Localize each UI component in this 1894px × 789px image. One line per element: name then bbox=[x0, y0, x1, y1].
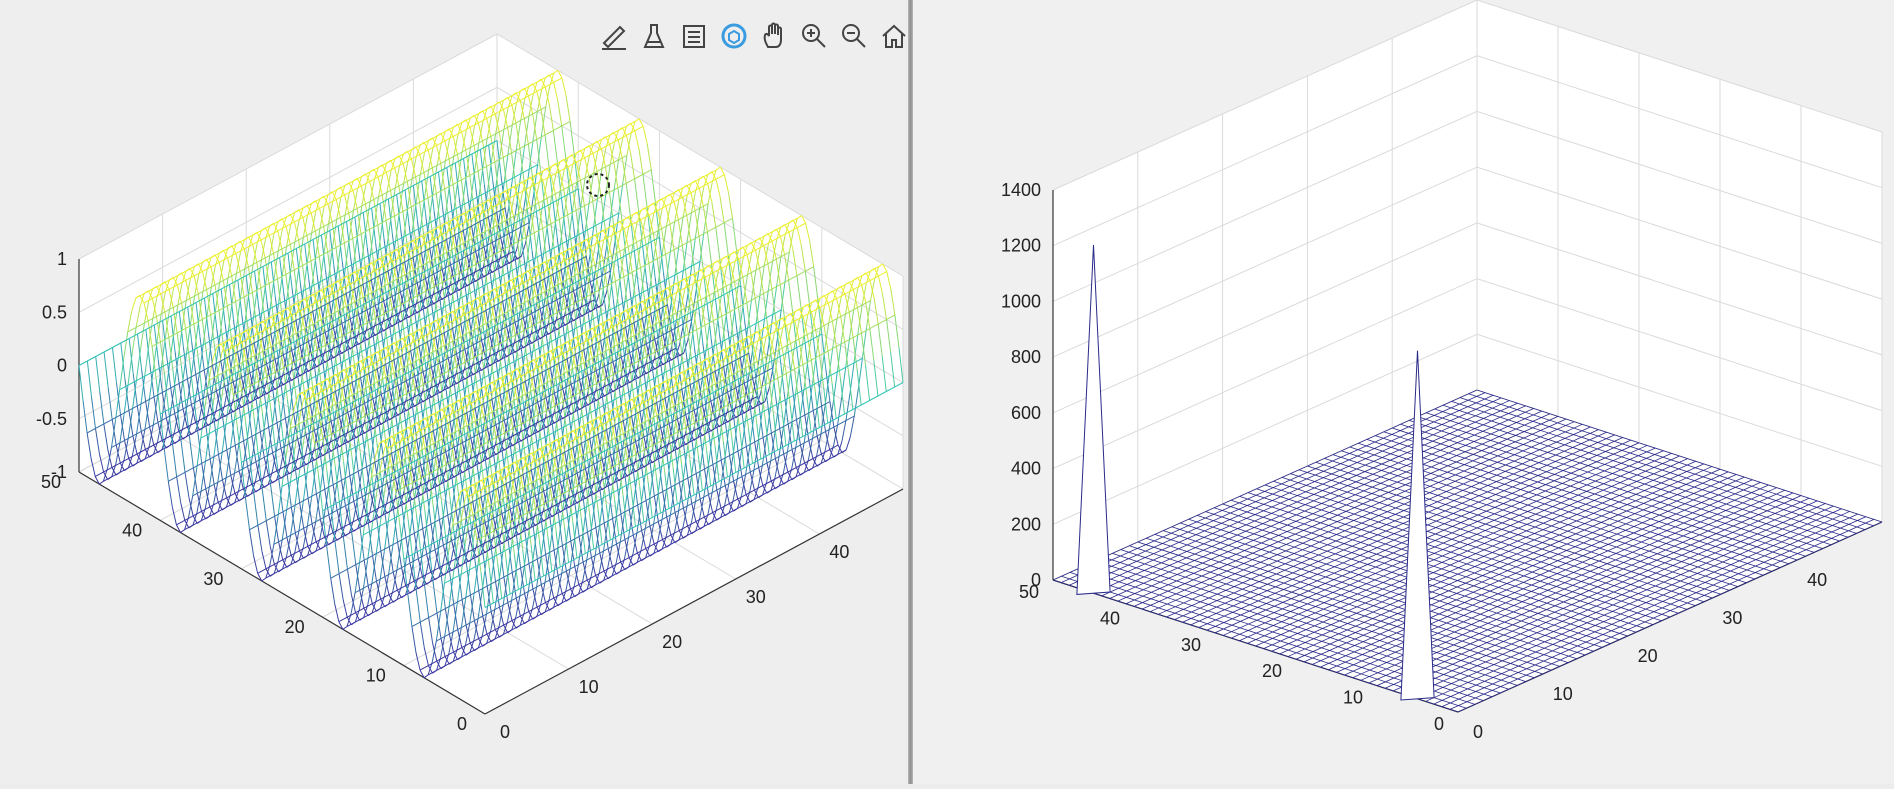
axes-box bbox=[79, 34, 903, 714]
